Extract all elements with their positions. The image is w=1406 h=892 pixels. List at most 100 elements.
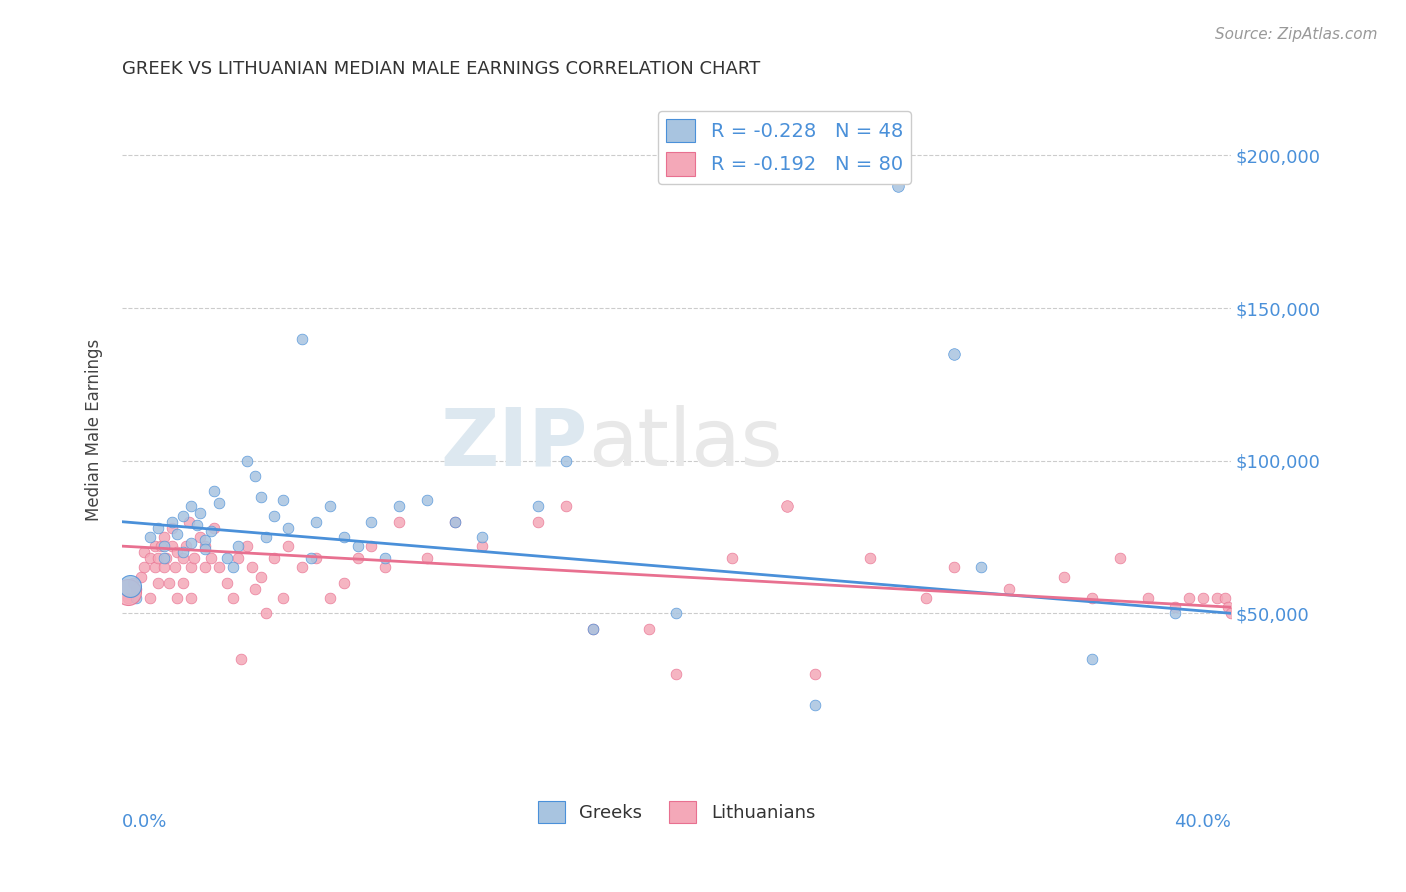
Point xyxy=(970,560,993,574)
Point xyxy=(942,347,965,361)
Point xyxy=(1205,591,1227,605)
Point xyxy=(125,582,148,596)
Point xyxy=(346,539,368,553)
Point xyxy=(166,527,188,541)
Point xyxy=(166,591,188,605)
Point xyxy=(146,521,169,535)
Point xyxy=(271,591,294,605)
Point xyxy=(360,515,382,529)
Point xyxy=(388,515,411,529)
Point xyxy=(228,539,250,553)
Point xyxy=(416,493,439,508)
Point xyxy=(291,332,314,346)
Point xyxy=(720,551,742,566)
Point xyxy=(1213,591,1236,605)
Point xyxy=(249,569,271,583)
Point xyxy=(180,591,202,605)
Point xyxy=(143,539,166,553)
Point xyxy=(374,551,396,566)
Point xyxy=(152,530,174,544)
Point xyxy=(263,508,285,523)
Point xyxy=(305,515,328,529)
Point xyxy=(180,536,202,550)
Point xyxy=(174,539,197,553)
Point xyxy=(146,551,169,566)
Point xyxy=(177,515,200,529)
Point xyxy=(202,521,225,535)
Point xyxy=(122,575,145,590)
Legend: Greeks, Lithuanians: Greeks, Lithuanians xyxy=(530,794,823,830)
Point xyxy=(804,698,827,712)
Text: atlas: atlas xyxy=(588,405,782,483)
Point xyxy=(194,560,217,574)
Point xyxy=(254,607,277,621)
Point xyxy=(243,582,266,596)
Point xyxy=(139,591,162,605)
Point xyxy=(271,493,294,508)
Text: 40.0%: 40.0% xyxy=(1174,813,1230,830)
Point xyxy=(1081,652,1104,666)
Point xyxy=(1164,607,1187,621)
Text: ZIP: ZIP xyxy=(440,405,588,483)
Point xyxy=(117,591,139,605)
Point xyxy=(319,500,342,514)
Point xyxy=(665,667,688,681)
Point xyxy=(180,500,202,514)
Point xyxy=(117,585,139,599)
Point xyxy=(217,551,239,566)
Text: 0.0%: 0.0% xyxy=(122,813,167,830)
Point xyxy=(194,533,217,547)
Point xyxy=(139,551,162,566)
Point xyxy=(998,582,1021,596)
Point xyxy=(277,521,299,535)
Point xyxy=(582,622,605,636)
Point xyxy=(188,506,211,520)
Point xyxy=(1108,551,1130,566)
Point xyxy=(582,622,605,636)
Point xyxy=(160,521,183,535)
Point xyxy=(527,515,550,529)
Point xyxy=(172,508,194,523)
Point xyxy=(172,545,194,559)
Point xyxy=(120,579,142,593)
Point xyxy=(200,524,222,538)
Point xyxy=(942,560,965,574)
Point xyxy=(554,500,576,514)
Point xyxy=(183,551,205,566)
Point xyxy=(333,530,356,544)
Point xyxy=(222,591,245,605)
Point xyxy=(186,517,208,532)
Point xyxy=(194,539,217,553)
Point xyxy=(240,560,263,574)
Point xyxy=(299,551,322,566)
Point xyxy=(1178,591,1201,605)
Point xyxy=(291,560,314,574)
Point xyxy=(160,515,183,529)
Point xyxy=(243,469,266,483)
Point xyxy=(134,545,156,559)
Point xyxy=(914,591,936,605)
Point xyxy=(125,591,148,605)
Point xyxy=(139,530,162,544)
Point xyxy=(236,453,259,467)
Point xyxy=(194,542,217,557)
Point xyxy=(554,453,576,467)
Point xyxy=(305,551,328,566)
Point xyxy=(443,515,465,529)
Point xyxy=(471,530,494,544)
Point xyxy=(665,607,688,621)
Point xyxy=(804,667,827,681)
Point xyxy=(208,496,231,510)
Point xyxy=(163,560,186,574)
Point xyxy=(131,569,153,583)
Point xyxy=(149,539,172,553)
Point xyxy=(263,551,285,566)
Point xyxy=(152,560,174,574)
Point xyxy=(143,560,166,574)
Point xyxy=(152,539,174,553)
Point xyxy=(166,545,188,559)
Point xyxy=(319,591,342,605)
Point xyxy=(443,515,465,529)
Point xyxy=(152,551,174,566)
Point xyxy=(254,530,277,544)
